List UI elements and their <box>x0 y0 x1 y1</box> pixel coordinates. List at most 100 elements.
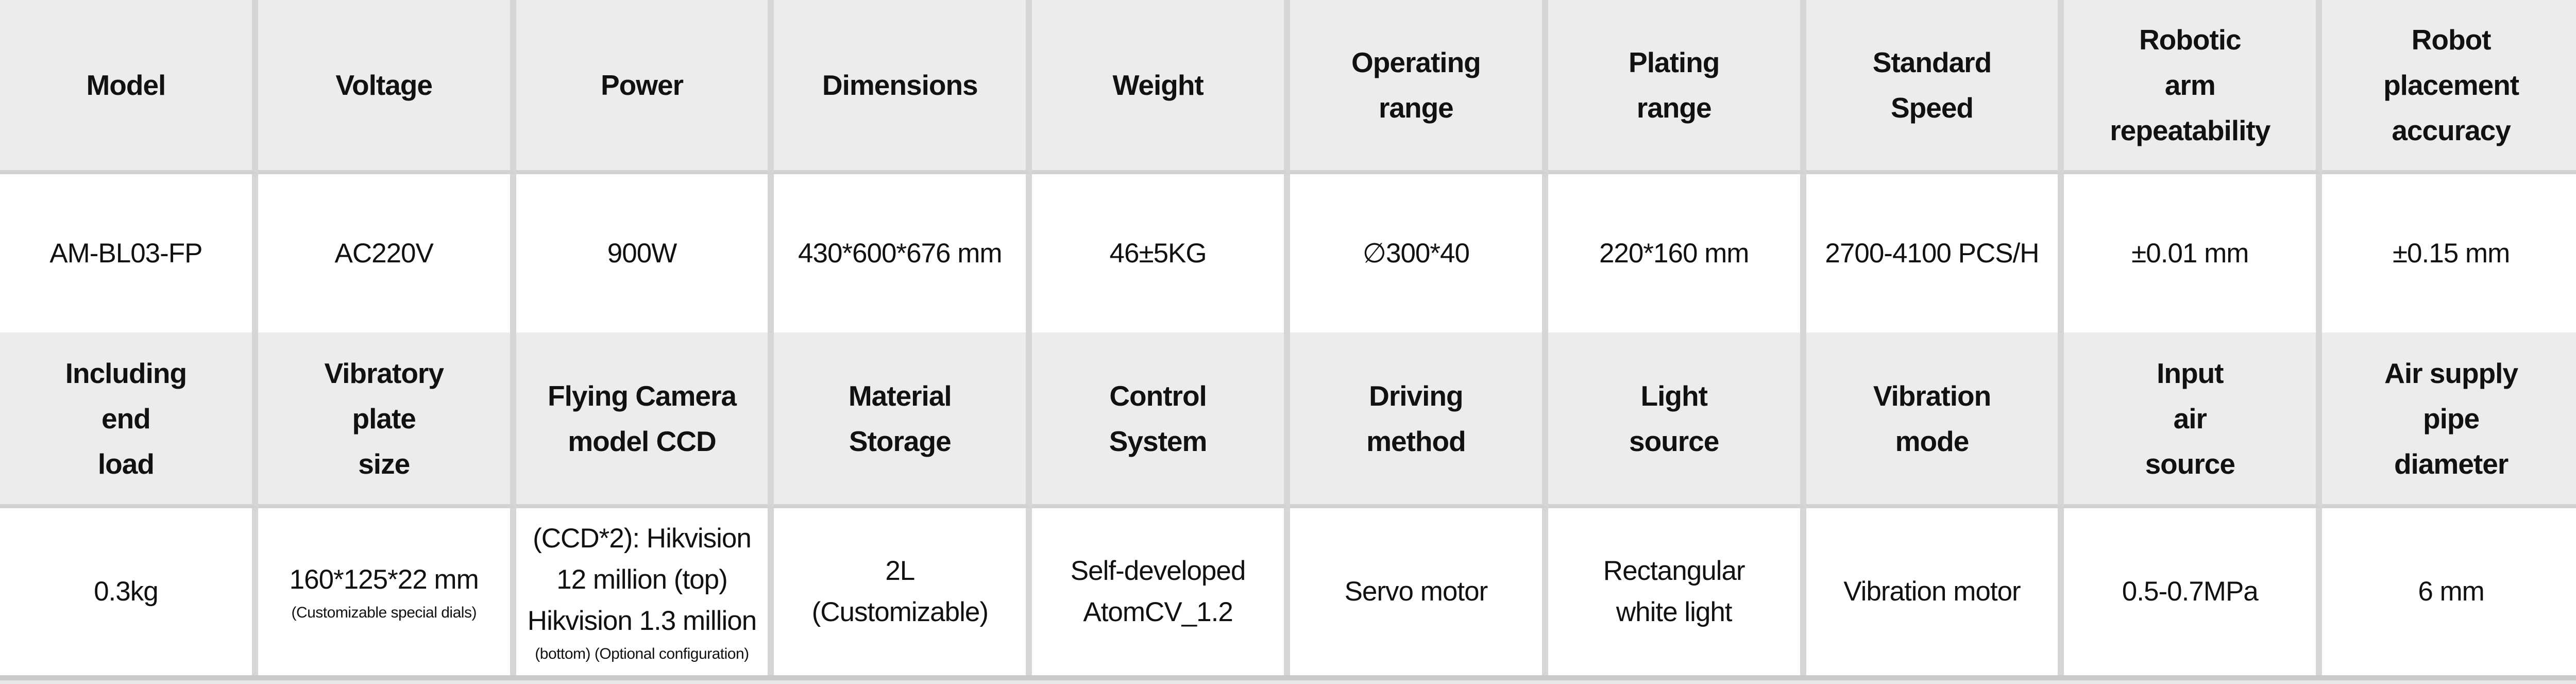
header-line: model CCD <box>568 425 716 457</box>
header-line: Flying Camera <box>547 379 737 412</box>
value-driving-method: Servo motor <box>1290 508 1548 675</box>
header-line: Vibration <box>1873 379 1991 412</box>
value-robotic-arm-repeatability: ±0.01 mm <box>2064 174 2323 332</box>
header-line: Dimensions <box>822 69 978 101</box>
header-line: source <box>2145 447 2235 480</box>
value-dimensions: 430*600*676 mm <box>774 174 1032 332</box>
header-line: Control <box>1109 379 1207 412</box>
value-robot-placement-accuracy: ±0.15 mm <box>2322 174 2576 332</box>
header-material-storage: Material Storage <box>774 332 1032 508</box>
value-line: 6 mm <box>2418 576 2484 607</box>
value-operating-range: ∅300*40 <box>1290 174 1548 332</box>
value-fine-print: (bottom) (Optional configuration) <box>535 645 749 662</box>
header-plating-range: Plating range <box>1548 0 1806 174</box>
value-line: AM-BL03-FP <box>49 238 202 269</box>
value-power: 900W <box>516 174 774 332</box>
header-robot-placement-accuracy: Robot placement accuracy <box>2322 0 2576 174</box>
header-line: Air supply <box>2384 357 2518 389</box>
header-line: Model <box>86 69 166 101</box>
value-line: 2L <box>885 556 915 586</box>
value-line: 12 million (top) <box>556 564 728 595</box>
value-vibratory-plate-size: 160*125*22 mm (Customizable special dials… <box>258 508 516 675</box>
header-line: placement <box>2383 69 2519 101</box>
value-line: 430*600*676 mm <box>798 238 1003 269</box>
value-line: Hikvision 1.3 million <box>527 606 757 636</box>
value-line: 2700-4100 PCS/H <box>1825 238 2039 269</box>
value-vibration-mode: Vibration motor <box>1806 508 2064 675</box>
header-line: mode <box>1895 425 1970 457</box>
header-vibratory-plate-size: Vibratory plate size <box>258 332 516 508</box>
header-line: Robot <box>2411 24 2492 56</box>
header-including-end-load: Including end load <box>0 332 258 508</box>
header-line: plate <box>352 402 416 435</box>
header-flying-camera-model-ccd: Flying Camera model CCD <box>516 332 774 508</box>
header-line: Storage <box>849 425 952 457</box>
header-line: repeatability <box>2110 114 2270 146</box>
header-line: method <box>1366 425 1466 457</box>
header-line: Including <box>65 357 187 389</box>
value-weight: 46±5KG <box>1032 174 1290 332</box>
value-flying-camera-model-ccd: (CCD*2): Hikvision 12 million (top) Hikvis… <box>516 508 774 675</box>
header-line: end <box>101 402 151 435</box>
value-line: 900W <box>607 238 677 269</box>
header-control-system: Control System <box>1032 332 1290 508</box>
value-line: (CCD*2): Hikvision <box>533 523 752 554</box>
value-fine-print: (Customizable special dials) <box>291 604 477 621</box>
header-air-supply-pipe-diameter: Air supply pipe diameter <box>2322 332 2576 508</box>
header-line: air <box>2173 402 2207 435</box>
value-model: AM-BL03-FP <box>0 174 258 332</box>
header-line: arm <box>2164 69 2216 101</box>
header-input-air-source: Input air source <box>2064 332 2323 508</box>
header-vibration-mode: Vibration mode <box>1806 332 2064 508</box>
value-plating-range: 220*160 mm <box>1548 174 1806 332</box>
header-line: Voltage <box>335 69 433 101</box>
header-line: source <box>1629 425 1719 457</box>
value-line: AtomCV_1.2 <box>1083 597 1233 627</box>
value-line: ±0.01 mm <box>2131 238 2249 269</box>
header-line: Operating <box>1351 46 1481 78</box>
header-line: Standard <box>1872 46 1992 78</box>
value-line: 46±5KG <box>1109 238 1207 269</box>
value-material-storage: 2L (Customizable) <box>774 508 1032 675</box>
value-input-air-source: 0.5-0.7MPa <box>2064 508 2323 675</box>
value-voltage: AC220V <box>258 174 516 332</box>
header-line: accuracy <box>2392 114 2511 146</box>
header-standard-speed: Standard Speed <box>1806 0 2064 174</box>
header-line: Robotic <box>2139 24 2242 56</box>
header-line: Driving <box>1369 379 1463 412</box>
value-line: 0.5-0.7MPa <box>2122 576 2259 607</box>
header-model: Model <box>0 0 258 174</box>
value-standard-speed: 2700-4100 PCS/H <box>1806 174 2064 332</box>
table-bottom-border <box>0 675 2576 680</box>
value-line: (Customizable) <box>811 597 989 627</box>
header-line: Material <box>848 379 952 412</box>
value-line: Servo motor <box>1344 576 1488 607</box>
header-line: Light <box>1640 379 1708 412</box>
header-line: System <box>1109 425 1208 457</box>
header-line: pipe <box>2423 402 2480 435</box>
header-line: Vibratory <box>324 357 444 389</box>
header-line: size <box>358 447 410 480</box>
value-line: AC220V <box>334 238 433 269</box>
header-line: load <box>97 447 155 480</box>
header-robotic-arm-repeatability: Robotic arm repeatability <box>2064 0 2323 174</box>
value-line: white light <box>1616 597 1733 627</box>
header-line: Plating <box>1629 46 1720 78</box>
header-driving-method: Driving method <box>1290 332 1548 508</box>
header-light-source: Light source <box>1548 332 1806 508</box>
header-line: Weight <box>1112 69 1204 101</box>
header-weight: Weight <box>1032 0 1290 174</box>
value-line: 0.3kg <box>94 576 159 607</box>
page-background-strip <box>0 680 2576 684</box>
header-power: Power <box>516 0 774 174</box>
header-line: range <box>1636 92 1712 124</box>
value-line: Vibration motor <box>1843 576 2021 607</box>
value-line: Rectangular <box>1603 556 1745 586</box>
header-line: Input <box>2157 357 2224 389</box>
header-operating-range: Operating range <box>1290 0 1548 174</box>
value-control-system: Self-developed AtomCV_1.2 <box>1032 508 1290 675</box>
value-line: ∅300*40 <box>1362 238 1470 269</box>
value-line: 220*160 mm <box>1599 238 1750 269</box>
header-dimensions: Dimensions <box>774 0 1032 174</box>
